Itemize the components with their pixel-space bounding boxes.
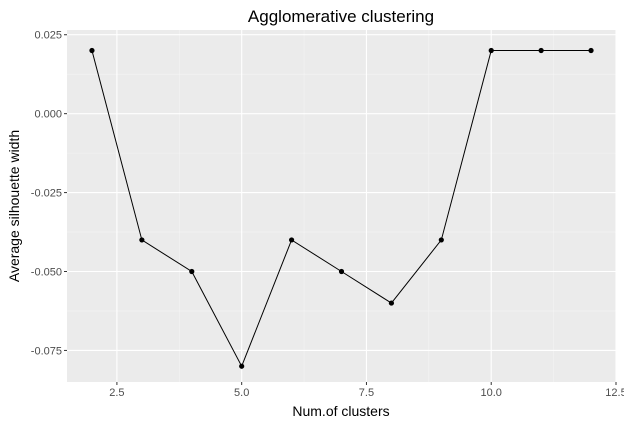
x-tick-label: 12.5 (605, 387, 624, 399)
data-point (239, 363, 245, 369)
data-point (388, 300, 395, 306)
grid-minor (67, 30, 616, 382)
data-point (139, 237, 145, 243)
grid-major (67, 30, 617, 382)
x-axis: 2.5 5.0 7.5 10.0 12.5 (109, 382, 624, 399)
data-point (488, 47, 494, 54)
x-tick-label: 2.5 (109, 387, 124, 399)
y-tick-label: -0.050 (31, 267, 62, 279)
plot-panel (67, 30, 616, 382)
chart-title: Agglomerative clustering (248, 7, 434, 26)
x-tick-label: 10.0 (481, 387, 502, 399)
data-point (189, 268, 195, 275)
data-point (288, 237, 295, 243)
data-point (438, 237, 444, 243)
y-axis: -0.075 -0.050 -0.025 0.000 0.025 (31, 30, 67, 357)
data-point (338, 268, 345, 275)
data-point (588, 47, 594, 54)
y-tick-label: 0.000 (34, 109, 62, 121)
data-point (89, 47, 95, 54)
x-tick-label: 7.5 (359, 387, 374, 399)
x-axis-title: Num.of clusters (292, 403, 389, 419)
series-layer (89, 47, 594, 369)
y-tick-label: -0.025 (31, 188, 62, 200)
y-tick-label: 0.025 (34, 30, 62, 42)
y-tick-label: -0.075 (31, 345, 62, 357)
data-point (538, 47, 544, 54)
y-axis-title: Average silhouette width (6, 130, 22, 282)
x-tick-label: 5.0 (234, 387, 249, 399)
